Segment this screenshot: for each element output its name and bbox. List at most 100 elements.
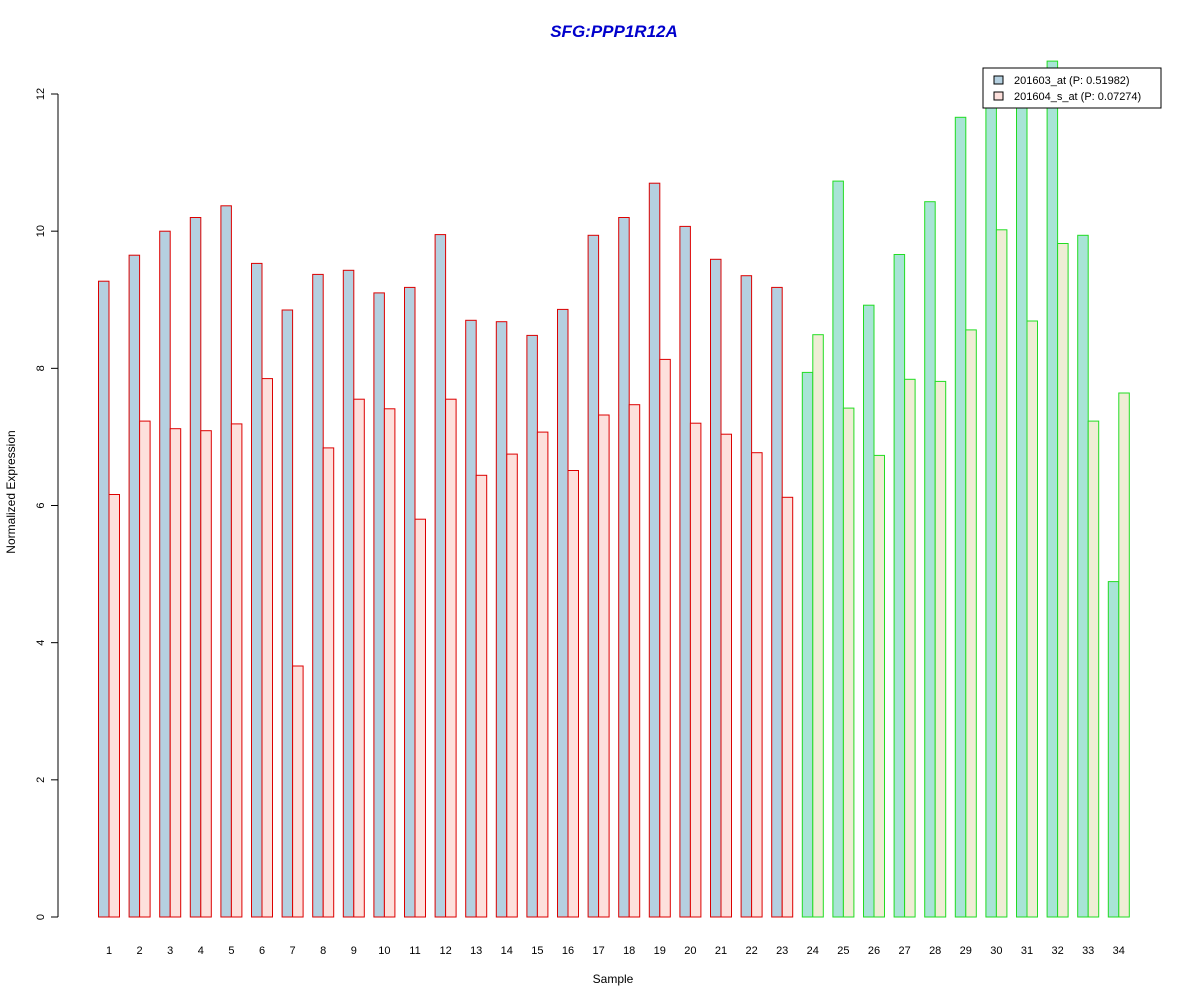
- bar-series-2-sample-19: [659, 358, 671, 918]
- bar-series-1-sample-30: [985, 100, 997, 918]
- chart-title: SFG:PPP1R12A: [550, 22, 678, 41]
- y-tick-label: 10: [35, 225, 47, 237]
- bar-series-1-sample-19: [648, 182, 661, 918]
- bar-series-1-sample-2: [128, 254, 141, 918]
- x-tick-label: 19: [654, 945, 666, 957]
- bar-series-2-sample-2: [139, 420, 151, 918]
- x-tick-label: 13: [470, 945, 482, 957]
- y-axis: 0 2 4 6 8 10 12: [35, 88, 59, 920]
- bar-series-2-sample-14: [506, 453, 518, 918]
- x-tick-label: 14: [501, 945, 513, 957]
- bar-series-2-sample-32: [1057, 243, 1069, 918]
- x-tick-label: 17: [592, 945, 604, 957]
- bar-series-1-sample-22: [740, 275, 753, 918]
- bar-series-1-sample-12: [434, 234, 447, 918]
- x-axis-ticks: 1 2 3 4 5 6 7 8 9 10 11 12 13 14 15 16 17 18 19 20 21 22 23 24 2…: [106, 945, 1125, 957]
- x-tick-label: 23: [776, 945, 788, 957]
- bar-series-2-sample-28: [934, 380, 947, 918]
- bar-series-2-sample-11: [414, 518, 426, 918]
- x-tick-label: 29: [960, 945, 972, 957]
- legend: 201603_at (P: 0.51982) 201604_s_at (P: 0…: [982, 67, 1162, 109]
- bar-series-1-sample-5: [220, 205, 232, 918]
- x-tick-label: 2: [137, 945, 143, 957]
- bar-series-1-sample-34: [1107, 581, 1120, 918]
- bar-series-2-sample-22: [751, 452, 763, 918]
- bar-series-1-sample-28: [924, 201, 936, 918]
- bar-series-2-sample-16: [567, 470, 579, 918]
- x-tick-label: 34: [1113, 945, 1125, 957]
- bar-series-1-sample-7: [281, 309, 294, 918]
- bar-series-1-sample-1: [98, 280, 110, 918]
- bar-series-2-sample-20: [689, 422, 702, 918]
- legend-label-series-1: 201603_at (P: 0.51982): [1014, 75, 1130, 87]
- bar-series-2-sample-15: [536, 431, 549, 918]
- bar-series-1-sample-26: [863, 304, 875, 918]
- bar-series-2-sample-8: [322, 447, 335, 918]
- y-tick-label: 4: [35, 640, 47, 646]
- bar-series-1-sample-25: [832, 180, 844, 918]
- bar-series-2-sample-25: [842, 407, 855, 918]
- bar-series-1-sample-11: [404, 286, 416, 918]
- x-tick-label: 31: [1021, 945, 1033, 957]
- x-tick-label: 3: [167, 945, 173, 957]
- bar-series-1-sample-23: [771, 286, 783, 918]
- bar-series-1-sample-33: [1077, 234, 1089, 918]
- y-tick-label: 0: [35, 914, 47, 920]
- bar-series-1-sample-3: [159, 230, 171, 918]
- bar-series-2-sample-23: [781, 496, 794, 918]
- bar-series-2-sample-18: [628, 404, 641, 918]
- x-tick-label: 20: [684, 945, 696, 957]
- bar-series-1-sample-9: [342, 269, 355, 918]
- bar-series-1-sample-17: [587, 234, 600, 918]
- x-tick-label: 15: [531, 945, 543, 957]
- bar-series-2-sample-33: [1087, 420, 1100, 918]
- bars-group: [98, 60, 1130, 918]
- x-tick-label: 7: [290, 945, 296, 957]
- x-tick-label: 32: [1051, 945, 1063, 957]
- legend-swatch-series-2: [993, 91, 1004, 101]
- bar-series-1-sample-32: [1046, 60, 1059, 918]
- bar-series-2-sample-5: [230, 423, 243, 918]
- x-tick-label: 30: [990, 945, 1002, 957]
- bar-series-2-sample-4: [200, 430, 212, 918]
- x-tick-label: 4: [198, 945, 204, 957]
- bar-series-2-sample-27: [904, 378, 916, 918]
- bar-series-2-sample-3: [169, 428, 182, 918]
- x-tick-label: 9: [351, 945, 357, 957]
- legend-label-series-2: 201604_s_at (P: 0.07274): [1014, 91, 1141, 103]
- x-tick-label: 25: [837, 945, 849, 957]
- bar-series-2-sample-6: [261, 378, 273, 918]
- bar-series-1-sample-14: [495, 321, 508, 918]
- bar-series-1-sample-20: [679, 225, 691, 918]
- bar-series-1-sample-27: [893, 254, 906, 918]
- bar-series-2-sample-26: [873, 454, 885, 918]
- bar-series-1-sample-8: [312, 273, 324, 918]
- legend-swatch-series-1: [993, 75, 1004, 85]
- bar-series-1-sample-10: [373, 292, 385, 918]
- x-tick-label: 28: [929, 945, 941, 957]
- y-axis-label: Normalized Expression: [4, 430, 18, 553]
- bar-series-2-sample-10: [383, 408, 396, 918]
- bar-series-1-sample-21: [710, 258, 722, 918]
- y-tick-label: 2: [35, 777, 47, 783]
- x-tick-label: 16: [562, 945, 574, 957]
- x-tick-label: 21: [715, 945, 727, 957]
- bar-series-2-sample-30: [995, 229, 1008, 918]
- bar-series-2-sample-9: [353, 398, 365, 918]
- x-tick-label: 22: [745, 945, 757, 957]
- y-tick-label: 8: [35, 365, 47, 371]
- bar-series-2-sample-1: [108, 494, 120, 918]
- x-tick-label: 18: [623, 945, 635, 957]
- bar-series-2-sample-13: [475, 474, 488, 918]
- x-tick-label: 33: [1082, 945, 1094, 957]
- x-axis-label: Sample: [593, 972, 634, 986]
- x-tick-label: 8: [320, 945, 326, 957]
- bar-series-1-sample-6: [251, 262, 263, 918]
- x-tick-label: 5: [228, 945, 234, 957]
- bar-series-2-sample-21: [720, 433, 732, 918]
- x-tick-label: 12: [439, 945, 451, 957]
- bar-series-2-sample-7: [292, 665, 304, 918]
- bar-series-1-sample-13: [465, 319, 477, 918]
- x-tick-label: 11: [409, 945, 420, 957]
